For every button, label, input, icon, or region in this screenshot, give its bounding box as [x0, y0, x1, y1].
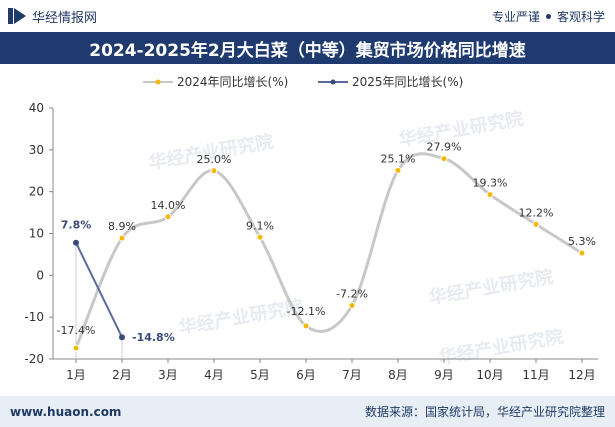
x-tick-label: 7月 — [342, 368, 362, 382]
data-point-2024 — [164, 213, 172, 221]
y-tick-label: 30 — [29, 143, 44, 157]
y-tick-label: 10 — [29, 227, 44, 241]
tagline-right: 客观科学 — [556, 9, 605, 24]
data-point-2024 — [486, 191, 494, 199]
y-tick-label: -20 — [24, 352, 44, 366]
tagline-left: 专业严谨 — [491, 9, 540, 24]
legend-marker-2024 — [155, 79, 161, 85]
data-point-2025 — [119, 334, 125, 341]
chart-title: 2024-2025年2月大白菜（中等）集贸市场价格同比增速 — [0, 32, 615, 64]
bullet-icon — [545, 13, 551, 19]
data-point-2024 — [72, 344, 80, 352]
data-point-2024 — [440, 155, 448, 163]
data-label-2024: 9.1% — [246, 219, 274, 232]
data-point-2024 — [256, 233, 264, 241]
data-label-2024: 27.9% — [427, 141, 462, 154]
brand-name: 华经情报网 — [32, 10, 98, 26]
source-text: 国家统计局，华经产业研究院整理 — [424, 405, 605, 419]
y-tick-label: 0 — [36, 268, 44, 282]
data-point-2024 — [578, 249, 586, 257]
x-tick-label: 11月 — [522, 368, 549, 382]
x-tick-label: 8月 — [388, 368, 408, 382]
data-point-2025 — [73, 239, 79, 246]
x-tick-label: 4月 — [204, 368, 224, 382]
tagline: 专业严谨 客观科学 — [492, 8, 605, 25]
footer-url[interactable]: www.huaon.com — [10, 404, 122, 419]
x-tick-label: 5月 — [250, 368, 270, 382]
data-point-2024 — [348, 301, 356, 309]
data-label-2024: 5.3% — [568, 235, 596, 248]
watermark-4: 华经产业研究院 — [437, 325, 565, 369]
footer-source: 数据来源：国家统计局，华经产业研究院整理 — [365, 403, 605, 420]
data-label-2024: 14.0% — [151, 199, 186, 212]
x-tick-label: 9月 — [434, 368, 454, 382]
legend-label-2025: 2025年同比增长(%) — [352, 75, 463, 89]
x-tick-label: 6月 — [296, 368, 316, 382]
watermark-3: 华经产业研究院 — [427, 265, 555, 309]
brand: 华经情报网 — [8, 7, 97, 26]
legend-label-2024: 2024年同比增长(%) — [177, 75, 288, 89]
series-line-2025 — [75, 242, 123, 338]
data-label-2024: 8.9% — [108, 220, 136, 233]
brand-logo-icon — [8, 8, 26, 24]
y-tick-label: 40 — [29, 101, 44, 115]
x-tick-label: 3月 — [158, 368, 178, 382]
x-tick-label: 2月 — [112, 368, 132, 382]
y-tick-label: -10 — [24, 310, 44, 324]
data-label-2025: 7.8% — [61, 219, 92, 232]
data-label-2024: 19.3% — [473, 177, 508, 190]
data-label-2024: -7.2% — [336, 287, 368, 300]
data-label-2024: -17.4% — [57, 324, 96, 337]
chart: 华经产业研究院华经产业研究院华经产业研究院华经产业研究院华经产业研究院2024年… — [24, 75, 598, 382]
source-label: 数据来源： — [364, 405, 425, 419]
legend-marker-2025 — [330, 79, 336, 85]
data-point-2024 — [118, 234, 126, 242]
data-label-2024: 25.0% — [197, 153, 232, 166]
top-bar: 华经情报网 专业严谨 客观科学 — [0, 0, 615, 32]
data-point-2024 — [302, 322, 310, 330]
y-tick-label: 20 — [29, 185, 44, 199]
data-point-2024 — [532, 220, 540, 228]
data-label-2024: -12.1% — [287, 305, 326, 318]
x-tick-label: 1月 — [66, 368, 86, 382]
footer: www.huaon.com 数据来源：国家统计局，华经产业研究院整理 — [0, 396, 615, 427]
data-point-2024 — [210, 167, 218, 175]
x-tick-label: 12月 — [568, 368, 595, 382]
x-tick-label: 10月 — [476, 368, 503, 382]
data-point-2024 — [394, 166, 402, 174]
data-label-2024: 12.2% — [519, 206, 554, 219]
data-label-2024: 25.1% — [381, 152, 416, 165]
data-label-2025: -14.8% — [132, 331, 175, 344]
